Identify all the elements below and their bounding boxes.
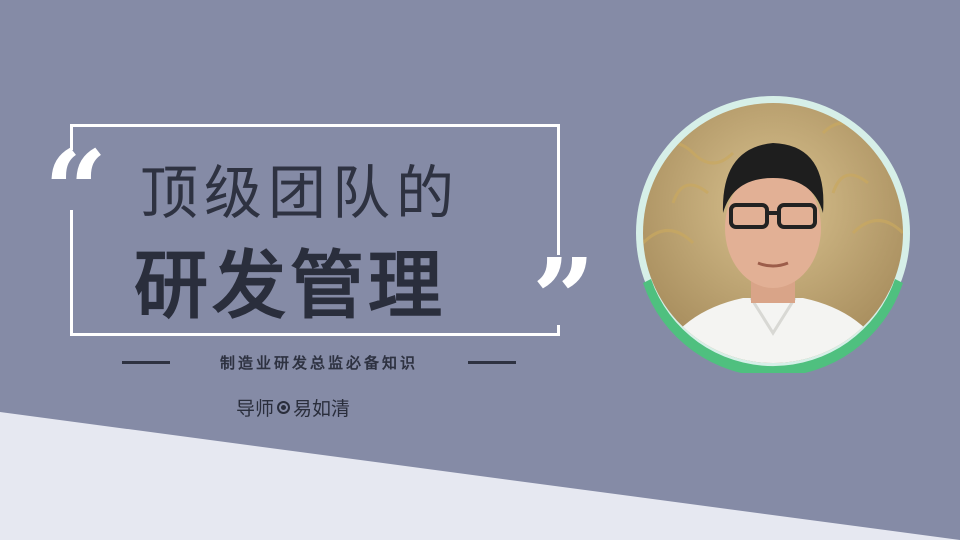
title-frame	[70, 124, 560, 336]
course-title-line1: 顶级团队的	[140, 159, 461, 227]
frame-gap-left	[62, 150, 82, 210]
mentor-credit: 导师 易如清	[236, 394, 350, 421]
course-subtitle: 制造业研发总监必备知识	[219, 353, 418, 372]
close-quote-mark: ”	[532, 234, 596, 363]
frame-gap-right	[545, 255, 575, 325]
subtitle-rule-left	[122, 360, 170, 364]
mentor-prefix: 导师	[236, 398, 275, 420]
open-quote-mark: “	[44, 126, 108, 255]
bullseye-icon	[277, 401, 291, 414]
course-title-line2: 研发管理	[134, 243, 446, 329]
mentor-name: 易如清	[293, 398, 351, 420]
subtitle-row: 制造业研发总监必备知识	[122, 350, 516, 374]
instructor-portrait	[636, 96, 910, 373]
subtitle-rule-right	[467, 360, 516, 364]
